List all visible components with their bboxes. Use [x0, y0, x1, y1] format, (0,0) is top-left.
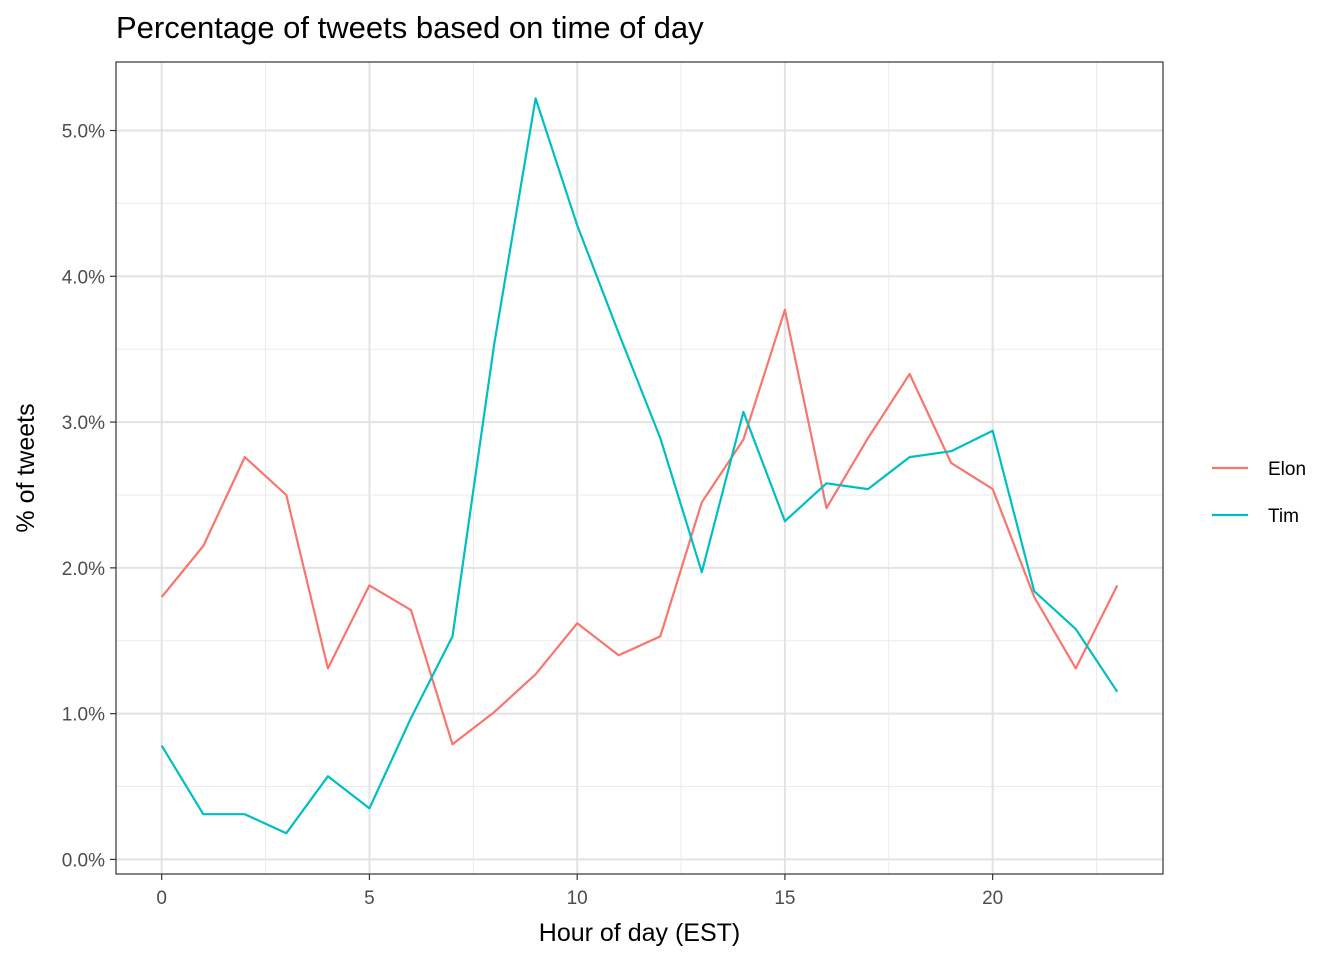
y-tick-label: 2.0% [62, 559, 105, 580]
y-tick-label: 4.0% [62, 267, 105, 288]
y-tick-label: 3.0% [62, 413, 105, 434]
legend-label-elon: Elon [1268, 459, 1306, 480]
x-tick-label: 15 [774, 888, 795, 909]
chart-title: Percentage of tweets based on time of da… [116, 10, 704, 45]
legend-label-tim: Tim [1268, 506, 1299, 527]
x-tick-label: 0 [156, 888, 167, 909]
x-tick-label: 20 [982, 888, 1003, 909]
y-tick-label: 1.0% [62, 705, 105, 726]
legend: Elon Tim [1212, 459, 1306, 527]
y-tick-label: 5.0% [62, 122, 105, 143]
plot-panel-border [115, 61, 1164, 875]
axes: 0 5 10 15 20 0.0% 1.0% 2.0% 3.0% 4.0% 5.0% [62, 122, 1004, 909]
series-line-elon [160, 308, 1119, 746]
y-axis-title: % of tweets [12, 403, 40, 532]
y-tick-label: 0.0% [62, 850, 105, 871]
series-lines [160, 97, 1119, 835]
series-line-tim [160, 97, 1119, 835]
x-tick-label: 10 [567, 888, 588, 909]
plot-grid [116, 62, 1163, 874]
x-axis-title: Hour of day (EST) [539, 919, 740, 947]
x-tick-label: 5 [364, 888, 375, 909]
